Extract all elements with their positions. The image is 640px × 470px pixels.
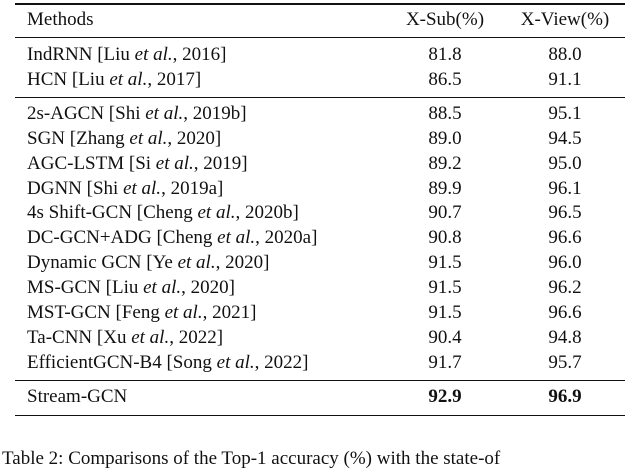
method-part: Ta-CNN [Xu xyxy=(27,326,132,348)
method: EfficientGCN-B4 [Song et al., 2022] xyxy=(27,351,308,375)
score: 96.9 xyxy=(548,385,582,407)
method-part: et al. xyxy=(134,44,173,65)
method-part: et al. xyxy=(155,152,194,174)
score: 96.6 xyxy=(548,302,582,323)
method-part: , 2017] xyxy=(147,68,202,90)
score: 94.5 xyxy=(548,127,582,149)
method-part: DGNN [Shi xyxy=(27,177,124,199)
score: 91.1 xyxy=(548,68,582,90)
method: IndRNN [Liu et al., 2016] xyxy=(27,43,226,67)
method-part: et al. xyxy=(109,68,148,90)
method-part: , 2019a] xyxy=(161,177,224,199)
method-part: et al. xyxy=(216,351,255,373)
score: 89.9 xyxy=(428,177,462,199)
method-part: et al. xyxy=(131,326,170,348)
score: 92.9 xyxy=(428,385,462,407)
method-part: DC-GCN+ADG [Cheng xyxy=(27,227,218,249)
rule xyxy=(15,96,625,98)
method-part: et al. xyxy=(123,177,162,199)
method-part: et al. xyxy=(217,227,256,249)
score: 91.5 xyxy=(428,252,462,274)
method: Stream-GCN xyxy=(27,385,127,409)
method-part: MST-GCN [Feng xyxy=(27,302,165,323)
method-part: et al. xyxy=(177,252,216,274)
score: 96.6 xyxy=(548,227,582,249)
method-part: et al. xyxy=(197,202,236,224)
method-part: , 2016] xyxy=(172,44,227,65)
score: 95.7 xyxy=(548,351,582,373)
score: 90.7 xyxy=(428,202,462,224)
score: 89.2 xyxy=(428,152,462,174)
method: HCN [Liu et al., 2017] xyxy=(27,68,201,92)
score: 90.8 xyxy=(428,227,462,249)
method: Dynamic GCN [Ye et al., 2020] xyxy=(27,251,269,275)
column-header: Methods xyxy=(27,9,94,30)
method-part: et al. xyxy=(143,277,182,299)
method-part: 2s-AGCN [Shi xyxy=(27,102,146,124)
score: 81.8 xyxy=(428,44,462,65)
method: DGNN [Shi et al., 2019a] xyxy=(27,177,223,201)
score: 96.1 xyxy=(548,177,582,199)
method: MS-GCN [Liu et al., 2020] xyxy=(27,276,235,300)
score: 88.5 xyxy=(428,102,462,124)
method-part: , 2020a] xyxy=(255,227,318,249)
method-part: et al. xyxy=(145,102,184,124)
method-part: et al. xyxy=(164,302,203,323)
score: 91.5 xyxy=(428,302,462,323)
method: Ta-CNN [Xu et al., 2022] xyxy=(27,326,223,350)
method-part: SGN [Zhang xyxy=(27,127,130,149)
score: 96.0 xyxy=(548,252,582,274)
method-part: MS-GCN [Liu xyxy=(27,277,144,299)
method-part: , 2020] xyxy=(181,277,235,299)
method-part: IndRNN [Liu xyxy=(27,44,135,65)
method-part: EfficientGCN-B4 [Song xyxy=(27,351,217,373)
method: DC-GCN+ADG [Cheng et al., 2020a] xyxy=(27,226,317,250)
score: 91.5 xyxy=(428,277,462,299)
method-part: et al. xyxy=(129,127,168,149)
method-part: 4s Shift-GCN [Cheng xyxy=(27,202,198,224)
rule xyxy=(15,37,625,38)
score: 90.4 xyxy=(428,326,462,348)
method: MST-GCN [Feng et al., 2021] xyxy=(27,301,256,325)
caption: Table 2: Comparisons of the Top-1 accura… xyxy=(2,448,501,469)
method: 4s Shift-GCN [Cheng et al., 2020b] xyxy=(27,201,299,225)
score: 95.1 xyxy=(548,102,582,124)
score: 95.0 xyxy=(548,152,582,174)
method: AGC-LSTM [Si et al., 2019] xyxy=(27,152,248,176)
method-part: , 2019b] xyxy=(183,102,247,124)
method-part: AGC-LSTM [Si xyxy=(27,152,156,174)
method-part: Dynamic GCN [Ye xyxy=(27,252,178,274)
method-part: , 2020] xyxy=(215,252,270,274)
score: 96.5 xyxy=(548,202,582,224)
method-part: , 2020b] xyxy=(235,202,299,224)
score: 91.7 xyxy=(428,351,462,373)
rule xyxy=(15,414,625,417)
score: 96.2 xyxy=(548,277,582,299)
method-part: , 2020] xyxy=(167,127,222,149)
column-header: X-Sub(%) xyxy=(405,9,485,30)
page: Methods X-Sub(%) X-View(%) IndRNN [Liu et a… xyxy=(2,3,625,469)
method-part: , 2022] xyxy=(169,326,224,348)
score: 89.0 xyxy=(428,127,462,149)
method: SGN [Zhang et al., 2020] xyxy=(27,127,221,151)
score: 94.8 xyxy=(548,326,582,348)
column-header: X-View(%) xyxy=(520,9,610,30)
rule xyxy=(15,379,625,381)
method-part: , 2021] xyxy=(202,302,257,323)
method-part: HCN [Liu xyxy=(27,68,110,90)
method-part: , 2022] xyxy=(254,351,309,373)
rule xyxy=(15,3,625,5)
method: 2s-AGCN [Shi et al., 2019b] xyxy=(27,102,247,126)
method-part: , 2019] xyxy=(193,152,248,174)
score: 88.0 xyxy=(548,44,582,65)
score: 86.5 xyxy=(428,68,462,90)
method-part: Stream-GCN xyxy=(27,385,128,407)
